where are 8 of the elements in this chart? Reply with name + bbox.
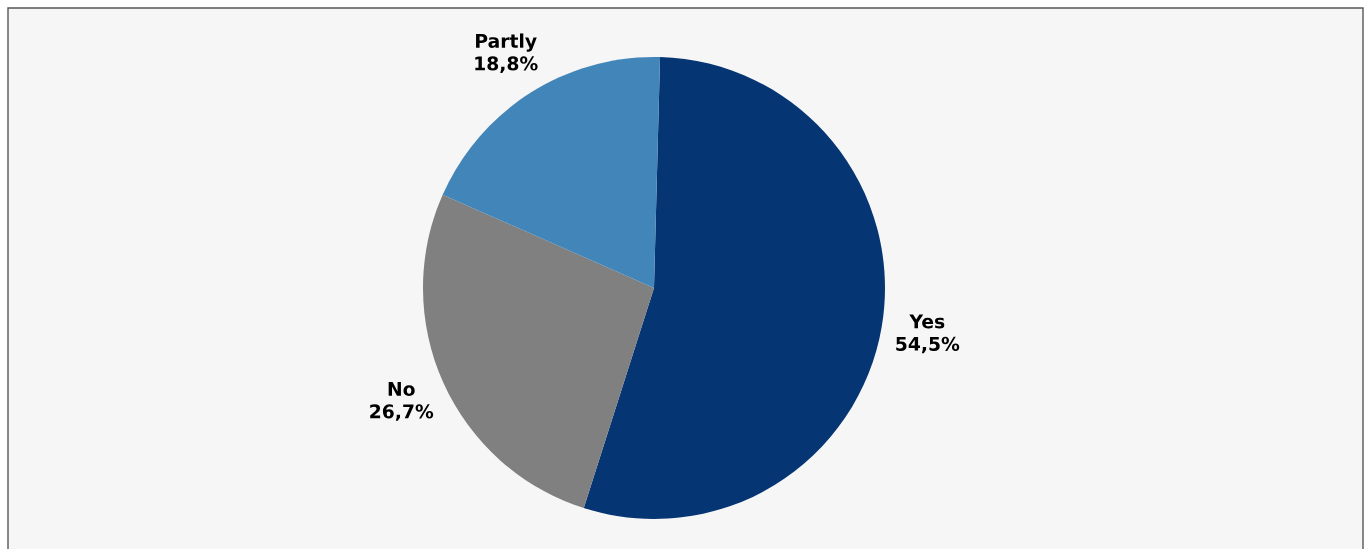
slice-label: Yes <box>909 314 945 329</box>
slice-label: No <box>388 382 415 397</box>
data-label: 26,7% <box>370 404 434 421</box>
slice-label: Partly <box>476 33 537 52</box>
pie-slice <box>442 57 661 288</box>
pie-slice <box>583 57 885 519</box>
data-label: 18,8% <box>475 56 538 73</box>
data-label: 54,5% <box>896 336 960 354</box>
